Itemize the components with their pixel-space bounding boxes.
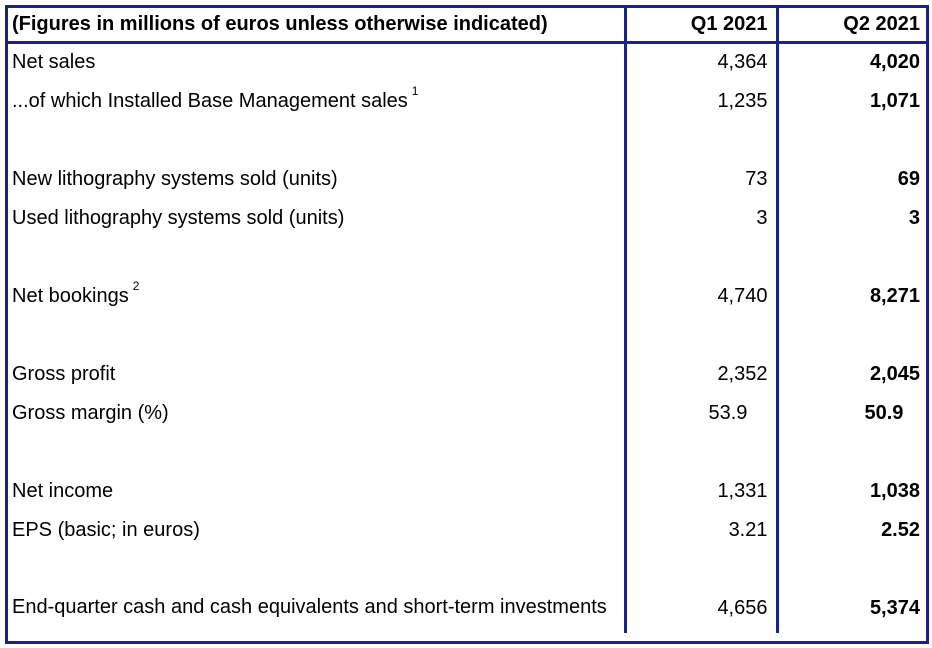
row-label-text: ...of which Installed Base Management sa… — [12, 90, 408, 112]
row-label-text: Net income — [12, 480, 114, 502]
cell-q2: 1,038 — [869, 480, 920, 502]
row-label: New lithography systems sold (units) — [8, 161, 627, 200]
row-label: Gross margin (%) — [8, 395, 627, 434]
row-label: Net sales — [8, 42, 627, 83]
cell-q1: 1,331 — [625, 473, 779, 512]
header-label-units: (Figures in millions of euros unless oth… — [8, 8, 627, 44]
header-q2-2021: Q2 2021 — [777, 8, 926, 44]
row-eps: EPS (basic; in euros) 3.21 2.52 — [8, 512, 926, 551]
row-label: Net income — [8, 473, 627, 512]
cell-q2: 4,020 — [869, 51, 920, 73]
row-label-text: EPS (basic; in euros) — [12, 519, 200, 541]
header-q1-2021: Q1 2021 — [625, 8, 779, 44]
row-label: End-quarter cash and cash equivalents an… — [8, 590, 627, 633]
cell-q1: 4,364 — [625, 42, 779, 83]
footnote-marker: 2 — [132, 279, 140, 293]
cell-q2: 50.9 — [864, 402, 904, 424]
row-used-lithography-systems-sold: Used lithography systems sold (units) 3 … — [8, 200, 926, 239]
row-net-sales: Net sales 4,364 4,020 — [8, 42, 926, 83]
row-net-income: Net income 1,331 1,038 — [8, 473, 926, 512]
row-label-text: Gross profit — [12, 363, 116, 385]
row-label: ...of which Installed Base Management sa… — [8, 83, 627, 122]
row-gross-margin: Gross margin (%) 53.9 50.9 — [8, 395, 926, 434]
cell-q1: 53.9 — [625, 395, 779, 434]
cell-q1: 4,656 — [625, 590, 779, 633]
financial-summary-table-frame: (Figures in millions of euros unless oth… — [5, 5, 929, 644]
row-label: Used lithography systems sold (units) — [8, 200, 627, 239]
row-new-lithography-systems-sold: New lithography systems sold (units) 73 … — [8, 161, 926, 200]
cell-q1: 73 — [625, 161, 779, 200]
cell-q2: 2,045 — [869, 363, 920, 385]
row-label-text: Net sales — [12, 51, 96, 73]
footnote-marker: 1 — [411, 84, 419, 98]
spacer-row — [8, 239, 926, 278]
cell-q1: 3 — [625, 200, 779, 239]
row-label: Gross profit — [8, 356, 627, 395]
row-label: EPS (basic; in euros) — [8, 512, 627, 551]
cell-q2: 5,374 — [869, 597, 920, 619]
row-label: Net bookings 2 — [8, 278, 627, 317]
spacer-row — [8, 122, 926, 161]
cell-q2: 1,071 — [869, 90, 920, 112]
row-end-quarter-cash: End-quarter cash and cash equivalents an… — [8, 590, 926, 633]
cell-q2: 69 — [897, 168, 920, 190]
cell-q2: 8,271 — [869, 285, 920, 307]
spacer-row — [8, 317, 926, 356]
row-label-text: End-quarter cash and cash equivalents an… — [12, 596, 607, 618]
spacer-row — [8, 434, 926, 473]
row-label-text: Net bookings — [12, 285, 129, 307]
cell-q1: 4,740 — [625, 278, 779, 317]
cell-q2: 3 — [908, 207, 920, 229]
cell-q1: 3.21 — [625, 512, 779, 551]
financial-summary-table: (Figures in millions of euros unless oth… — [8, 8, 926, 633]
row-label-text: Used lithography systems sold (units) — [12, 207, 345, 229]
spacer-row — [8, 551, 926, 590]
row-net-bookings: Net bookings 2 4,740 8,271 — [8, 278, 926, 317]
table-header-row: (Figures in millions of euros unless oth… — [8, 8, 926, 44]
cell-q1: 1,235 — [625, 83, 779, 122]
cell-q1: 2,352 — [625, 356, 779, 395]
row-label-text: Gross margin (%) — [12, 402, 169, 424]
cell-q2: 2.52 — [881, 519, 920, 541]
row-label-text: New lithography systems sold (units) — [12, 168, 338, 190]
row-gross-profit: Gross profit 2,352 2,045 — [8, 356, 926, 395]
row-installed-base-management-sales: ...of which Installed Base Management sa… — [8, 83, 926, 122]
